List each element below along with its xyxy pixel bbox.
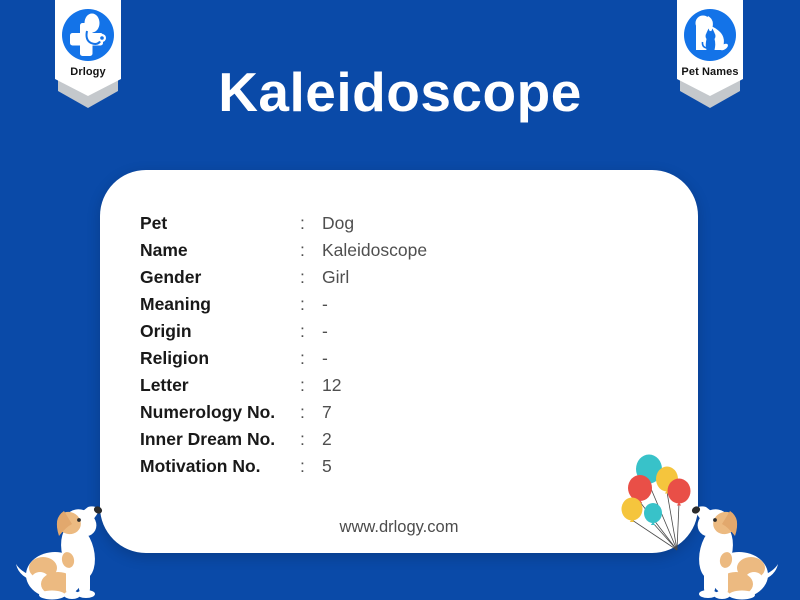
row-label: Origin	[140, 321, 192, 341]
pet-info-table: Pet: Dog Name: Kaleidoscope Gender: Girl Me…	[140, 210, 427, 480]
row-colon: :	[300, 267, 305, 287]
row-colon: :	[300, 402, 305, 422]
row-label: Meaning	[140, 294, 211, 314]
dog-cat-logo-icon	[684, 9, 736, 61]
table-row: Motivation No.:5	[140, 453, 427, 480]
row-value: 7	[322, 402, 332, 422]
drlogy-badge[interactable]: Drlogy	[55, 0, 121, 112]
row-label: Numerology No.	[140, 402, 276, 422]
row-label: Pet	[140, 213, 168, 233]
row-colon: :	[300, 321, 305, 341]
row-label: Gender	[140, 267, 202, 287]
pet-names-badge[interactable]: Pet Names	[677, 0, 743, 112]
table-row: Name: Kaleidoscope	[140, 237, 427, 264]
row-value: -	[322, 321, 328, 341]
website-link[interactable]: www.drlogy.com	[339, 518, 459, 536]
row-value: 12	[322, 375, 342, 395]
table-row: Numerology No.:7	[140, 399, 427, 426]
row-value: Dog	[322, 213, 355, 233]
row-value: 5	[322, 456, 332, 476]
pet-names-badge-label: Pet Names	[681, 66, 739, 78]
row-label: Motivation No.	[140, 456, 261, 476]
dog-illustration-left	[16, 506, 103, 600]
row-colon: :	[300, 240, 305, 260]
row-value: Kaleidoscope	[322, 240, 428, 260]
table-row: Religion: -	[140, 345, 427, 372]
row-label: Inner Dream No.	[140, 429, 276, 449]
row-colon: :	[300, 294, 305, 314]
row-colon: :	[300, 456, 305, 476]
balloons-icon	[621, 454, 691, 551]
row-colon: :	[300, 375, 305, 395]
table-row: Meaning: -	[140, 291, 427, 318]
drlogy-badge-label: Drlogy	[70, 66, 106, 78]
row-value: Girl	[322, 267, 350, 287]
row-value: -	[322, 348, 328, 368]
table-row: Origin: -	[140, 318, 427, 345]
table-row: Gender: Girl	[140, 264, 427, 291]
row-colon: :	[300, 213, 305, 233]
row-colon: :	[300, 348, 305, 368]
drlogy-medical-logo-icon	[62, 9, 114, 61]
row-label: Letter	[140, 375, 189, 395]
table-row: Letter:12	[140, 372, 427, 399]
row-label: Name	[140, 240, 188, 260]
pet-info-card: Pet: Dog Name: Kaleidoscope Gender: Girl Me…	[100, 170, 698, 553]
row-value: 2	[322, 429, 332, 449]
row-colon: :	[300, 429, 305, 449]
table-row: Inner Dream No.:2	[140, 426, 427, 453]
page-title: Kaleidoscope	[218, 61, 582, 123]
table-row: Pet: Dog	[140, 210, 427, 237]
dog-illustration-right	[691, 506, 778, 600]
row-value: -	[322, 294, 328, 314]
row-label: Religion	[140, 348, 210, 368]
